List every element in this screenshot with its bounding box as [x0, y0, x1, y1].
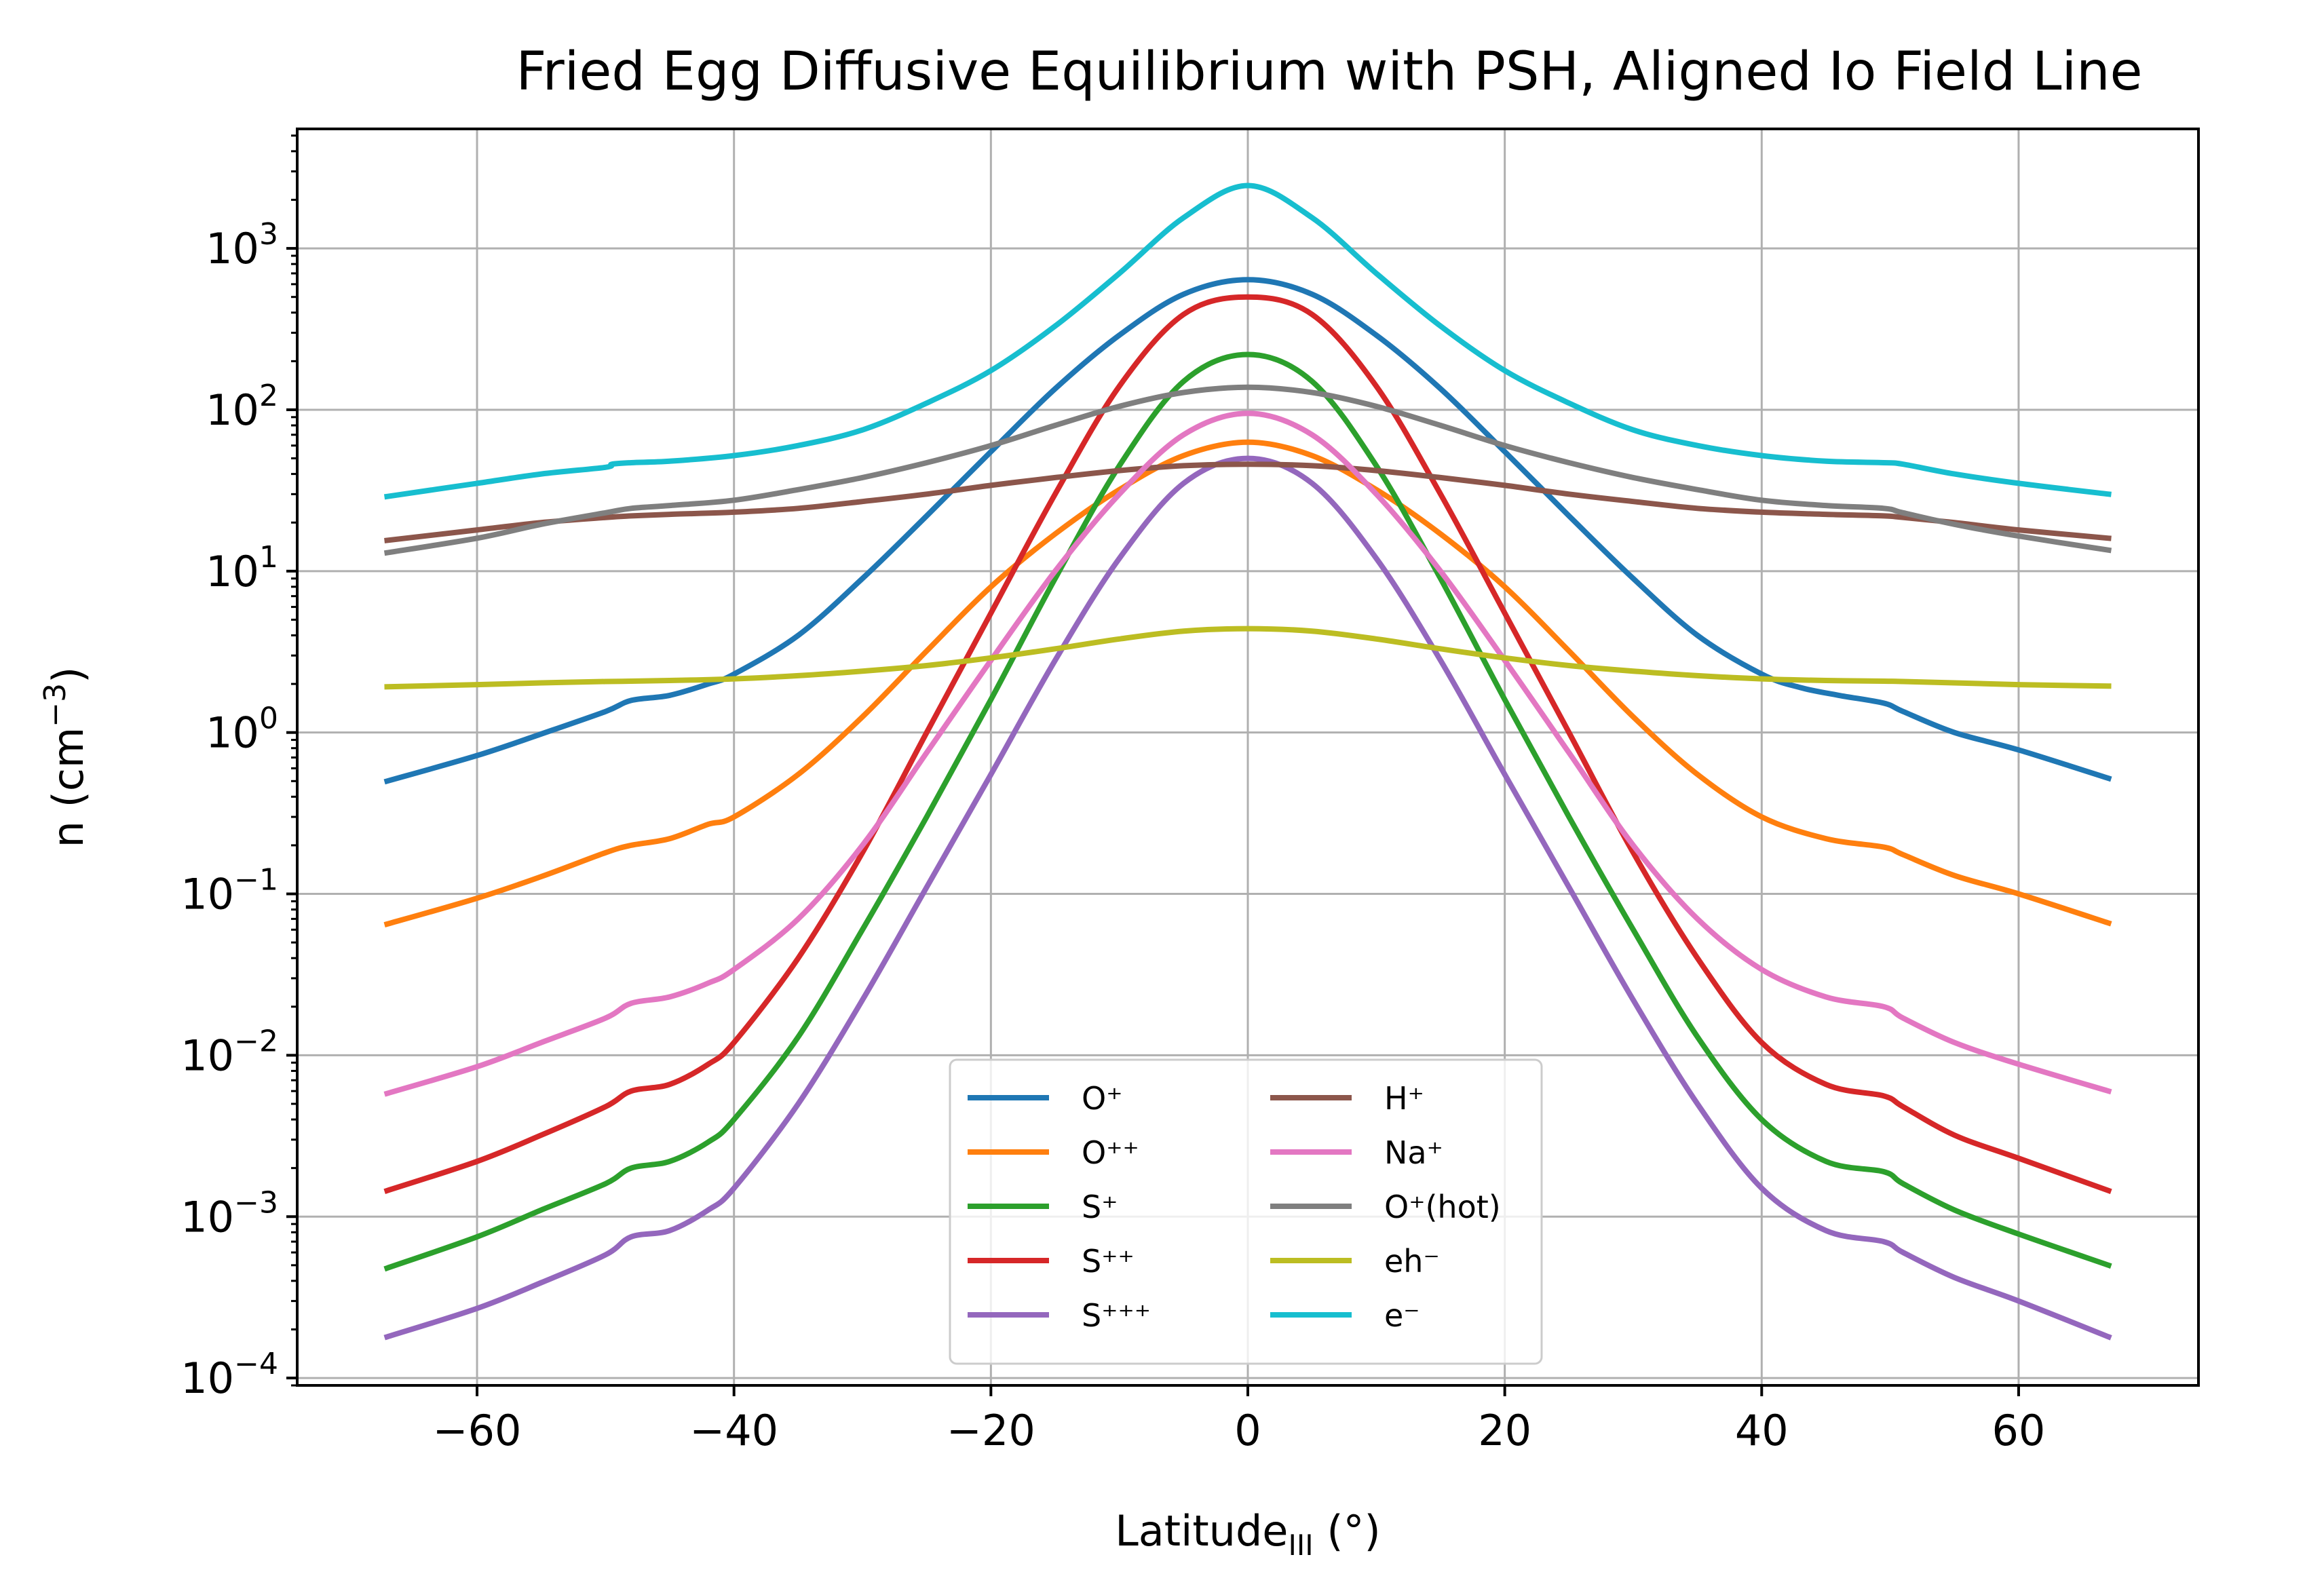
series-line-10	[383, 183, 2112, 500]
labels-layer: Fried Egg Diffusive Equilibrium with PSH…	[38, 41, 2143, 1562]
legend-label-7: Na⁺	[1384, 1134, 1443, 1171]
y-tick-label-exponent: −1	[234, 863, 278, 898]
series-line-1	[383, 277, 2112, 785]
series-line-2	[383, 439, 2112, 927]
x-tick-label: 0	[1234, 1406, 1261, 1455]
y-tick-label-exponent: 3	[259, 217, 278, 252]
y-tick-label: 10−3	[180, 1185, 278, 1242]
y-tick-label: 103	[206, 217, 278, 273]
legend-label-4: S⁺⁺	[1082, 1243, 1135, 1280]
y-tick-label-base: 10	[206, 385, 259, 435]
legend-label-6: H⁺	[1384, 1080, 1424, 1117]
x-tick-label: 60	[1992, 1406, 2045, 1455]
y-tick-label-base: 10	[180, 1192, 234, 1242]
y-tick-label-exponent: 0	[259, 702, 278, 736]
grid-layer	[297, 129, 2198, 1385]
legend-label-1: O⁺	[1082, 1080, 1123, 1117]
x-tick-label: −60	[433, 1406, 522, 1455]
series-line-6	[384, 461, 2112, 543]
y-tick-label: 10−4	[180, 1347, 278, 1403]
x-axis-label-subscript: III	[1288, 1529, 1313, 1562]
ticks-layer: −60 −40 −20 0 20 40 6010−410−310−210−110010110…	[180, 134, 2045, 1455]
y-tick-label-exponent: −4	[234, 1347, 278, 1381]
y-tick-label-base: 10	[206, 224, 259, 273]
y-axis-label: n (cm−3)	[38, 667, 93, 848]
y-tick-label-exponent: 1	[259, 540, 278, 575]
series-line-4	[383, 294, 2112, 1195]
legend-label-9: eh⁻	[1384, 1243, 1440, 1280]
series-line-5	[383, 455, 2112, 1341]
y-tick-label-base: 10	[206, 708, 259, 758]
series-line-7	[383, 410, 2112, 1097]
x-axis-label-suffix: (°)	[1314, 1506, 1381, 1556]
y-tick-label-base: 10	[180, 870, 234, 919]
series-line-3	[383, 351, 2112, 1272]
y-tick-label-exponent: −3	[234, 1185, 278, 1220]
legend-label-10: e⁻	[1384, 1297, 1420, 1334]
x-axis-label-main: Latitude	[1115, 1506, 1288, 1556]
y-tick-label-exponent: 2	[259, 379, 278, 413]
series-line-9	[384, 626, 2112, 690]
y-tick-label: 100	[206, 702, 278, 758]
y-axis-label-superscript: −3	[38, 683, 73, 727]
x-tick-label: −40	[689, 1406, 778, 1455]
y-tick-label: 102	[206, 379, 278, 435]
x-tick-label: 20	[1478, 1406, 1531, 1455]
legend: O⁺ O⁺⁺ S⁺ S⁺⁺ S⁺⁺⁺ H⁺ Na⁺ O⁺(hot) eh⁻ e⁻	[949, 1058, 1543, 1365]
y-tick-label-base: 10	[206, 547, 259, 596]
y-axis-label-prefix: n (cm	[43, 727, 93, 848]
y-tick-label: 10−2	[180, 1024, 278, 1080]
x-tick-label: 40	[1735, 1406, 1789, 1455]
legend-box	[949, 1058, 1543, 1365]
y-axis-label-suffix: )	[43, 667, 93, 683]
series-layer	[383, 183, 2112, 1341]
y-tick-label-base: 10	[180, 1031, 234, 1080]
series-line-8	[383, 384, 2112, 556]
y-tick-label: 101	[206, 540, 278, 596]
chart-title: Fried Egg Diffusive Equilibrium with PSH…	[516, 41, 2142, 102]
x-axis-label: LatitudeIII (°)	[1115, 1506, 1380, 1562]
y-tick-label-base: 10	[180, 1354, 234, 1403]
legend-label-2: O⁺⁺	[1082, 1134, 1139, 1171]
y-tick-label: 10−1	[180, 863, 278, 919]
legend-label-8: O⁺(hot)	[1384, 1189, 1501, 1225]
legend-label-5: S⁺⁺⁺	[1082, 1297, 1151, 1334]
y-tick-label-exponent: −2	[234, 1024, 278, 1058]
x-tick-label: −20	[947, 1406, 1035, 1455]
legend-label-3: S⁺	[1082, 1189, 1118, 1225]
